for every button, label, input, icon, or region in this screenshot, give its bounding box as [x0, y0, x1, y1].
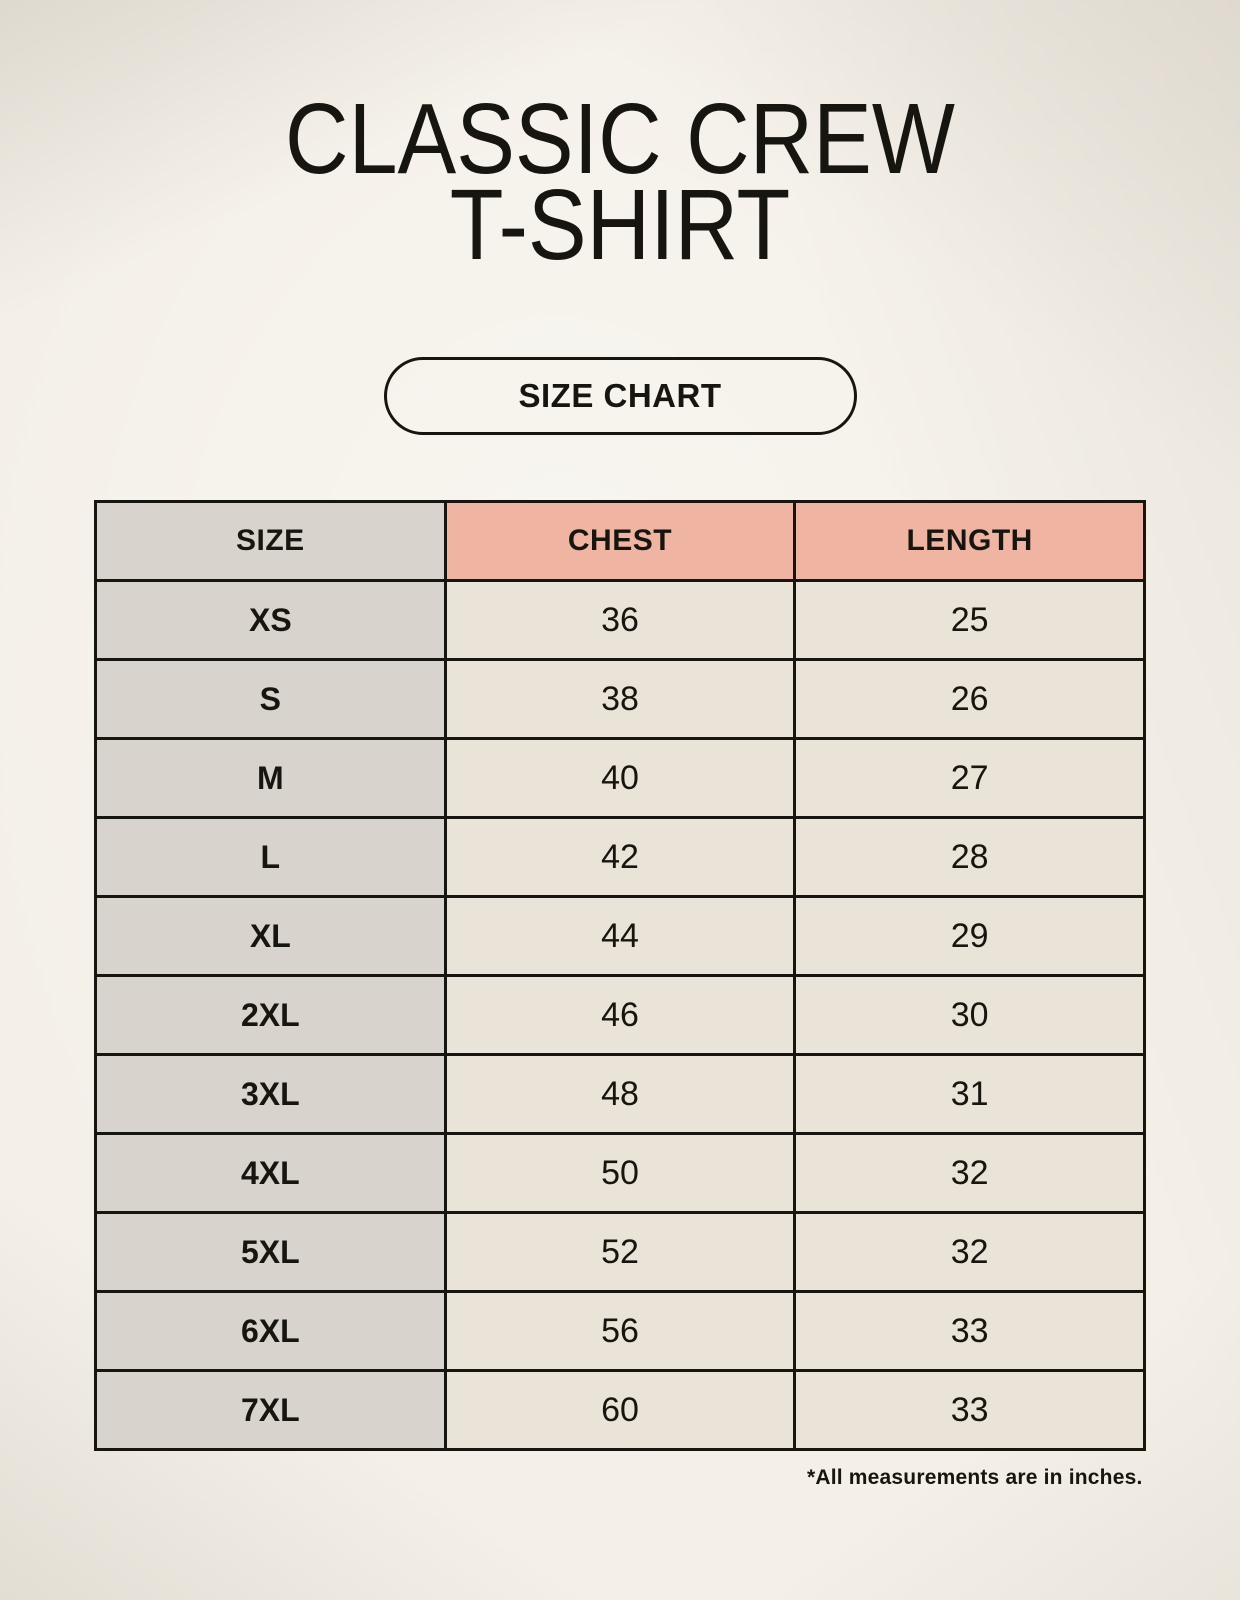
chest-cell: 38 [443, 658, 797, 740]
column-header-size: SIZE [94, 500, 447, 582]
table-row: L 42 28 [94, 816, 1146, 898]
size-cell: 6XL [94, 1290, 447, 1372]
table-row: M 40 27 [94, 737, 1146, 819]
table-row: 2XL 46 30 [94, 974, 1146, 1056]
table-row: XL 44 29 [94, 895, 1146, 977]
length-cell: 33 [793, 1290, 1146, 1372]
table-row: XS 36 25 [94, 579, 1146, 661]
size-chart-button-label: SIZE CHART [518, 377, 722, 414]
chest-cell: 50 [443, 1132, 797, 1214]
table-row: 7XL 60 33 [94, 1369, 1146, 1451]
chest-cell: 36 [443, 579, 797, 661]
size-cell: 5XL [94, 1211, 447, 1293]
size-cell: 7XL [94, 1369, 447, 1451]
chest-cell: 40 [443, 737, 797, 819]
size-cell: 2XL [94, 974, 447, 1056]
table-row: 5XL 52 32 [94, 1211, 1146, 1293]
chest-cell: 48 [443, 1053, 797, 1135]
chest-cell: 44 [443, 895, 797, 977]
length-cell: 28 [793, 816, 1146, 898]
size-cell: XL [94, 895, 447, 977]
length-cell: 31 [793, 1053, 1146, 1135]
size-cell: 3XL [94, 1053, 447, 1135]
length-cell: 25 [793, 579, 1146, 661]
measurements-footnote: *All measurements are in inches. [806, 1466, 1143, 1489]
size-cell: L [94, 816, 447, 898]
page-title-line-2: T-SHIRT [449, 169, 791, 281]
chest-cell: 60 [443, 1369, 797, 1451]
table-row: 6XL 56 33 [94, 1290, 1146, 1372]
table-header-row: SIZE CHEST LENGTH [94, 500, 1146, 582]
length-cell: 32 [793, 1211, 1146, 1293]
table-row: 3XL 48 31 [94, 1053, 1146, 1135]
length-cell: 26 [793, 658, 1146, 740]
size-table: SIZE CHEST LENGTH XS 36 25 S 38 26 M 40 … [94, 500, 1146, 1451]
length-cell: 30 [793, 974, 1146, 1056]
column-header-chest: CHEST [443, 500, 797, 582]
size-cell: 4XL [94, 1132, 447, 1214]
length-cell: 33 [793, 1369, 1146, 1451]
column-header-length: LENGTH [793, 500, 1146, 582]
length-cell: 29 [793, 895, 1146, 977]
page-title-line-1: CLASSIC CREW [285, 83, 955, 195]
size-cell: S [94, 658, 447, 740]
chest-cell: 46 [443, 974, 797, 1056]
length-cell: 32 [793, 1132, 1146, 1214]
table-row: 4XL 50 32 [94, 1132, 1146, 1214]
length-cell: 27 [793, 737, 1146, 819]
size-chart-button[interactable]: SIZE CHART [383, 357, 857, 435]
size-cell: XS [94, 579, 447, 661]
chest-cell: 56 [443, 1290, 797, 1372]
chest-cell: 52 [443, 1211, 797, 1293]
page-title: CLASSIC CREW T-SHIRT [74, 0, 1165, 281]
chest-cell: 42 [443, 816, 797, 898]
size-cell: M [94, 737, 447, 819]
table-row: S 38 26 [94, 658, 1146, 740]
